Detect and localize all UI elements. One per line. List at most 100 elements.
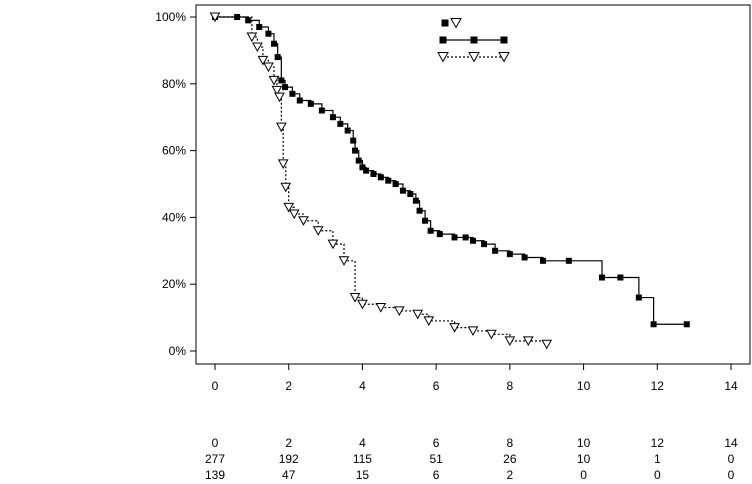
square-marker	[307, 100, 314, 107]
risk-count: 15	[356, 468, 370, 482]
triangle-marker	[423, 316, 435, 327]
square-marker	[399, 187, 406, 194]
triangle-marker	[298, 216, 309, 226]
risk-count: 26	[503, 452, 517, 466]
square-marker	[650, 321, 657, 328]
triangle-marker	[252, 42, 263, 53]
risk-time-label: 4	[359, 436, 366, 450]
square-marker	[392, 181, 399, 187]
square-marker	[265, 30, 272, 37]
risk-count: 0	[728, 452, 735, 466]
plot-frame	[195, 4, 751, 365]
triangle-marker	[393, 306, 405, 316]
square-marker	[422, 217, 429, 224]
triangle-marker	[357, 299, 368, 310]
risk-count: 115	[353, 452, 372, 466]
risk-time-label: 0	[212, 436, 219, 450]
triangle-marker	[504, 336, 516, 347]
square-marker	[565, 257, 572, 264]
square-marker	[329, 114, 336, 121]
square-marker	[270, 40, 277, 47]
square-marker	[245, 17, 252, 24]
triangle-marker	[522, 336, 534, 347]
triangle-marker	[437, 52, 449, 63]
triangle-marker	[283, 202, 295, 213]
triangle-marker	[449, 323, 460, 333]
square-marker	[256, 24, 263, 31]
triangle-marker	[271, 85, 283, 96]
triangle-marker	[375, 303, 387, 313]
risk-count: 0	[580, 468, 587, 482]
square-marker	[439, 36, 447, 44]
risk-count: 10	[577, 452, 591, 466]
square-marker	[500, 36, 508, 44]
square-marker	[363, 167, 370, 174]
x-tick-label: 4	[359, 379, 366, 393]
y-axis: 0% 20% 40% 60% 80% 100%	[155, 10, 196, 358]
square-marker	[274, 54, 281, 61]
square-marker	[318, 107, 325, 114]
risk-count: 6	[433, 468, 440, 482]
x-tick-label: 6	[433, 379, 440, 393]
x-tick-label: 12	[651, 379, 665, 393]
risk-count: 47	[282, 468, 296, 482]
risk-time-label: 8	[507, 436, 514, 450]
triangle-marker	[268, 75, 280, 86]
square-marker	[282, 84, 289, 91]
y-tick-label: 80%	[162, 77, 186, 91]
x-tick-label: 2	[285, 379, 292, 393]
risk-count: 139	[205, 468, 225, 482]
square-marker	[344, 127, 351, 134]
square-marker	[617, 274, 624, 281]
y-tick-label: 40%	[162, 210, 186, 224]
triangle-marker	[468, 52, 480, 63]
y-tick-label: 20%	[162, 277, 186, 291]
risk-time-label: 14	[724, 436, 738, 450]
square-marker	[352, 147, 359, 154]
x-axis: 0 2 4 6 8 10 12 14	[212, 364, 738, 393]
square-marker	[599, 274, 605, 281]
triangle-marker	[541, 339, 553, 350]
risk-count: 1	[654, 452, 661, 466]
square-marker	[635, 294, 642, 301]
risk-count: 277	[205, 452, 225, 466]
square-marker	[355, 157, 362, 164]
y-tick-label: 0%	[169, 344, 187, 358]
square-marker	[350, 137, 357, 144]
x-tick-label: 14	[724, 379, 738, 393]
risk-time-label: 10	[577, 436, 591, 450]
triangle-marker	[467, 326, 479, 337]
risk-count: 192	[279, 452, 299, 466]
x-tick-label: 0	[212, 379, 219, 393]
triangle-marker	[274, 92, 285, 103]
square-marker	[296, 97, 303, 104]
x-tick-label: 8	[507, 379, 514, 393]
x-tick-label: 10	[577, 379, 591, 393]
square-marker	[436, 231, 443, 238]
square-marker	[278, 77, 285, 84]
square-marker	[234, 14, 241, 20]
triangle-marker	[277, 159, 289, 170]
square-marker	[470, 237, 476, 244]
plot-lines	[209, 12, 690, 350]
square-marker	[492, 247, 499, 254]
square-marker	[377, 174, 384, 181]
y-tick-label: 60%	[162, 144, 186, 158]
series-1	[212, 14, 690, 328]
square-marker	[407, 191, 414, 198]
square-marker	[683, 321, 690, 328]
square-marker	[481, 241, 488, 248]
y-tick-label: 100%	[155, 10, 186, 24]
triangle-marker	[288, 209, 300, 220]
series-2-line	[215, 16, 548, 345]
triangle-marker	[280, 182, 292, 193]
square-marker	[521, 254, 528, 261]
risk-count: 0	[728, 468, 735, 482]
triangle-marker	[312, 226, 324, 236]
triangle-marker	[412, 309, 424, 320]
triangle-marker	[209, 12, 221, 23]
square-marker	[412, 197, 419, 204]
square-marker	[441, 19, 449, 27]
square-marker	[470, 36, 478, 44]
